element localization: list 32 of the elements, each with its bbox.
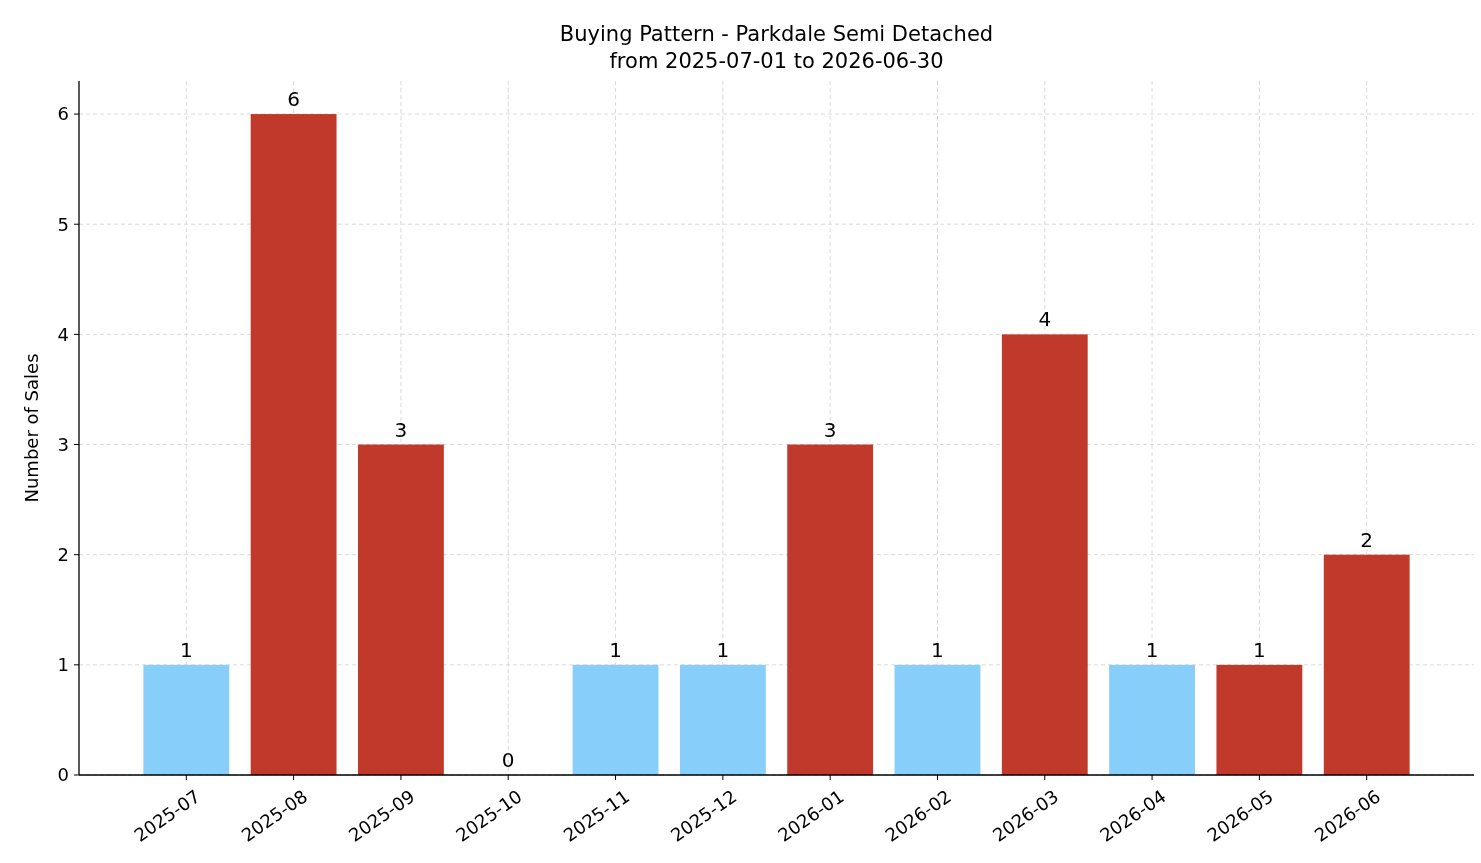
data-label: 4 — [1038, 307, 1052, 332]
data-label: 1 — [179, 637, 193, 662]
bar — [250, 114, 337, 775]
y-axis-title: Number of Sales — [21, 353, 42, 503]
data-label: 6 — [287, 87, 300, 112]
y-tick-label: 0 — [57, 764, 69, 786]
bar — [1109, 664, 1195, 775]
bar — [572, 664, 659, 775]
bar — [679, 664, 766, 775]
y-tick-label: 3 — [57, 433, 69, 455]
data-label: 3 — [823, 417, 837, 442]
bar — [894, 664, 981, 775]
data-label: 2 — [1360, 527, 1374, 552]
bar — [143, 664, 230, 775]
data-label: 1 — [716, 637, 730, 662]
chart-title: Buying Pattern - Parkdale Semi Detached from 2025-07-01 to 2026-06-30 — [559, 22, 994, 73]
data-label: 1 — [1145, 637, 1159, 662]
bar — [787, 444, 874, 775]
data-label: 1 — [1253, 637, 1266, 662]
data-label: 3 — [394, 417, 408, 442]
y-tick-label: 2 — [57, 543, 69, 565]
data-label: 1 — [609, 637, 622, 662]
bar — [1216, 664, 1303, 775]
bar — [1001, 334, 1088, 775]
y-tick-label: 6 — [57, 103, 69, 125]
data-label: 0 — [501, 748, 515, 772]
y-tick-label: 4 — [57, 323, 69, 345]
bar — [358, 444, 444, 775]
y-tick-label: 5 — [57, 213, 69, 235]
data-label: 1 — [931, 637, 944, 662]
bar — [1323, 554, 1410, 775]
y-tick-label: 1 — [57, 654, 69, 676]
